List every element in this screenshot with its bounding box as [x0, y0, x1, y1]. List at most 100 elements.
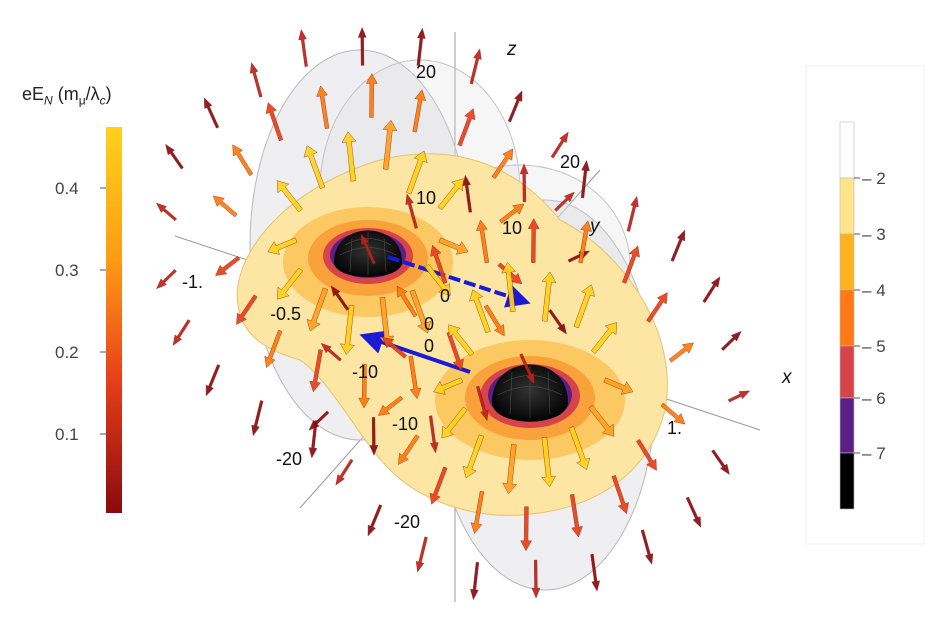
field-arrow [519, 353, 535, 385]
field-arrow [306, 287, 329, 332]
field-arrow [156, 269, 177, 290]
field-arrow [470, 561, 480, 601]
field-arrow [416, 27, 426, 66]
field-arrow [711, 449, 730, 475]
field-arrow [554, 191, 575, 212]
field-arrow [720, 330, 742, 351]
field-arrow [367, 504, 383, 537]
field-arrow [640, 529, 654, 565]
field-arrow [378, 395, 404, 416]
y-tick-label: -10 [352, 362, 378, 382]
field-arrow [382, 119, 398, 170]
field-arrow [276, 180, 303, 213]
field-arrow [611, 475, 629, 515]
x-tick-label: 1. [667, 418, 682, 438]
field-arrow [622, 245, 640, 284]
field-arrow [438, 237, 469, 255]
field-arrow [430, 244, 448, 284]
field-arrow [470, 490, 485, 534]
field-arrow [727, 390, 751, 403]
field-arrow [335, 458, 354, 486]
field-arrow [341, 131, 357, 182]
field-arrow [588, 404, 615, 437]
right-tick-label: – 5 [862, 337, 886, 356]
z-tick-label: 10 [416, 188, 436, 208]
field-arrow [491, 148, 514, 179]
x-tick-label: -0.5 [270, 304, 301, 324]
left-colorbar-title: eEN (mμ/λc) [22, 84, 112, 108]
left-colorbar: 0.4 0.3 0.2 0.1 [55, 127, 122, 513]
field-arrow [309, 349, 323, 393]
field-arrow [476, 219, 490, 264]
z-tick-label: 20 [416, 62, 436, 82]
field-arrow [550, 131, 569, 159]
field-arrow [340, 304, 355, 355]
field-arrow [520, 506, 532, 552]
field-arrow [369, 417, 379, 456]
y-tick-label: 10 [502, 218, 522, 238]
field-arrow [406, 150, 428, 195]
right-colorbar: – 2 – 3 – 4 – 5 – 6 – 7 [805, 65, 925, 545]
field-arrow [428, 415, 439, 454]
field-arrow [215, 255, 241, 276]
field-arrow [265, 102, 284, 142]
field-arrow [502, 444, 517, 495]
field-arrow [646, 292, 668, 323]
left-colorbar-ticks [100, 187, 106, 435]
left-tick-label: 0.2 [55, 343, 79, 362]
field-arrow [382, 337, 408, 359]
field-arrow [702, 276, 721, 303]
field-arrow [409, 289, 432, 334]
field-arrow [251, 400, 264, 437]
field-arrow [462, 174, 472, 213]
x-tick-label: -1. [182, 272, 203, 292]
field-arrow [360, 233, 376, 265]
field-arrow [249, 62, 263, 98]
field-arrow [330, 285, 350, 311]
field-arrow [580, 160, 590, 199]
field-arrow [316, 85, 330, 129]
field-arrow [408, 355, 422, 400]
field-arrow [203, 97, 220, 129]
field-arrow [603, 377, 634, 395]
field-arrow [303, 145, 326, 190]
field-arrow [358, 363, 370, 409]
dipole-arrows [359, 255, 531, 374]
left-tick-label: 0.1 [55, 425, 79, 444]
field-arrow [437, 178, 464, 211]
field-arrow [264, 329, 283, 368]
field-arrow [573, 284, 595, 329]
field-arrow [591, 322, 617, 354]
field-arrow [415, 536, 428, 573]
field-arrow [232, 144, 254, 177]
field-arrow [457, 108, 476, 147]
electric-field-arrows [155, 26, 751, 601]
field-arrow [568, 426, 591, 470]
x-axis-label: x [781, 367, 793, 388]
y-tick-label: -20 [276, 449, 302, 469]
field-arrow [626, 195, 639, 232]
field-arrow [499, 203, 525, 224]
x-tick-label: 0 [424, 336, 434, 356]
field-arrow [441, 406, 468, 439]
field-arrow [396, 285, 418, 318]
field-arrow [670, 229, 686, 262]
field-arrow [205, 364, 221, 397]
field-arrow [668, 342, 694, 363]
field-arrow [212, 195, 238, 218]
field-arrow [569, 494, 583, 538]
field-arrow [590, 553, 600, 592]
right-tick-label: – 7 [862, 444, 886, 463]
field-arrow [298, 28, 308, 67]
field-arrow [433, 377, 464, 395]
field-arrow [165, 143, 184, 170]
y-tick-label: 20 [560, 152, 580, 172]
right-legend-box [805, 65, 925, 545]
field-arrow [527, 218, 540, 263]
right-tick-label: – 6 [862, 389, 886, 408]
field-arrow [476, 385, 489, 422]
field-arrow [446, 331, 464, 371]
right-tick-label: – 3 [862, 225, 886, 244]
left-colorbar-gradient [106, 127, 122, 513]
field-arrow [398, 434, 420, 465]
